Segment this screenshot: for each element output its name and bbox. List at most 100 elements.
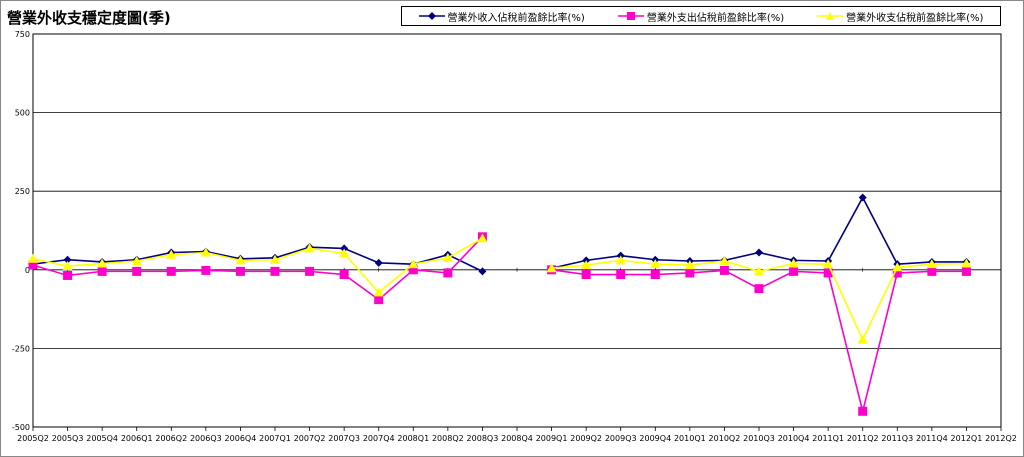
x-tick-label: 2009Q3: [605, 434, 637, 443]
legend-item-expense: 營業外支出佔稅前盈餘比率(%): [617, 9, 785, 24]
y-tick-label: 250: [15, 187, 30, 196]
data-point-square: [719, 265, 729, 275]
series-line-1: [32, 236, 484, 301]
x-tick-label: 2010Q1: [674, 434, 706, 443]
x-tick-label: 2005Q3: [52, 434, 84, 443]
y-tick-label: -250: [12, 344, 30, 353]
data-point-square: [339, 270, 349, 280]
x-tick-label: 2009Q2: [570, 434, 602, 443]
data-point-triangle: [754, 266, 764, 276]
data-point-square: [858, 406, 868, 416]
data-point-square: [685, 268, 695, 278]
data-point-triangle: [408, 259, 419, 269]
x-tick-label: 2011Q4: [916, 434, 948, 443]
data-point-diamond: [374, 258, 383, 267]
data-point-square: [166, 266, 176, 276]
data-point-triangle: [546, 263, 557, 273]
data-point-triangle: [235, 255, 246, 265]
data-point-triangle: [477, 233, 488, 243]
x-tick-label: 2007Q3: [328, 434, 360, 443]
data-point-triangle: [823, 259, 834, 269]
data-point-triangle: [788, 258, 799, 268]
data-point-square: [616, 270, 626, 280]
data-point-triangle: [615, 255, 626, 265]
x-tick-label: 2008Q4: [501, 434, 533, 443]
legend-item-income: 營業外收入佔稅前盈餘比率(%): [418, 9, 585, 24]
data-point-triangle: [857, 334, 868, 344]
x-tick-label: 2010Q4: [778, 434, 810, 443]
data-point-triangle: [131, 255, 142, 265]
x-tick-label: 2008Q1: [397, 434, 429, 443]
data-point-square: [63, 270, 73, 280]
x-tick-label: 2012Q1: [951, 434, 983, 443]
x-tick-label: 2010Q3: [743, 434, 775, 443]
data-point-triangle: [200, 247, 211, 257]
x-tick-label: 2011Q2: [847, 434, 879, 443]
x-tick-label: 2011Q1: [812, 434, 844, 443]
data-point-square: [892, 268, 902, 278]
x-tick-label: 2006Q2: [155, 434, 187, 443]
x-tick-label: 2005Q2: [17, 434, 49, 443]
data-point-square: [132, 266, 142, 276]
data-point-diamond: [63, 255, 72, 264]
data-point-triangle: [166, 249, 177, 259]
data-point-square: [201, 265, 211, 275]
data-point-square: [581, 270, 591, 280]
legend-label-net: 營業外收支佔稅前盈餘比率(%): [846, 12, 984, 24]
plot-area-border: [32, 33, 1002, 428]
legend-swatch-expense: [617, 12, 644, 20]
data-point-triangle: [684, 260, 695, 270]
data-point-square: [789, 266, 799, 276]
data-point-square: [408, 265, 418, 275]
data-point-triangle: [28, 253, 38, 263]
data-point-triangle: [339, 248, 350, 258]
data-point-square: [374, 295, 384, 305]
data-point-square: [443, 268, 453, 278]
data-point-triangle: [304, 243, 315, 253]
data-point-triangle: [270, 254, 280, 264]
data-point-square: [305, 266, 315, 276]
data-point-triangle: [926, 259, 937, 269]
data-point-square: [961, 266, 971, 276]
data-point-diamond: [858, 193, 867, 202]
data-point-square: [28, 260, 38, 270]
x-tick-label: 2007Q1: [259, 434, 291, 443]
data-point-square: [97, 266, 107, 276]
series-line-0: [32, 246, 483, 273]
data-point-diamond: [478, 267, 487, 276]
y-tick-label: -500: [12, 423, 30, 432]
x-tick-label: 2009Q4: [639, 434, 671, 443]
x-tick-label: 2008Q2: [432, 434, 464, 443]
data-point-triangle: [62, 261, 73, 271]
data-point-triangle: [373, 287, 384, 297]
x-tick-label: 2010Q2: [709, 434, 741, 443]
legend-swatch-net: [817, 12, 844, 20]
data-point-triangle: [442, 252, 453, 262]
chart-title: 營業外收支穩定度圖(季): [7, 9, 171, 27]
data-point-square: [235, 266, 245, 276]
chart-legend: 營業外收入佔稅前盈餘比率(%) 營業外支出佔稅前盈餘比率(%) 營業外收支佔稅前…: [401, 6, 1001, 26]
x-tick-label: 2011Q3: [881, 434, 913, 443]
data-point-diamond: [340, 244, 349, 253]
data-point-square: [823, 268, 833, 278]
data-point-triangle: [892, 262, 903, 272]
data-point-triangle: [650, 259, 661, 269]
x-tick-label: 2012Q2: [985, 434, 1017, 443]
y-tick-label: 500: [15, 109, 30, 118]
data-point-triangle: [961, 258, 972, 268]
data-point-diamond: [755, 248, 763, 257]
x-tick-label: 2008Q3: [467, 434, 499, 443]
data-point-triangle: [97, 258, 108, 268]
legend-label-income: 營業外收入佔稅前盈餘比率(%): [447, 12, 585, 24]
legend-label-expense: 營業外支出佔稅前盈餘比率(%): [646, 12, 785, 24]
x-tick-label: 2009Q1: [536, 434, 568, 443]
y-tick-label: 750: [15, 30, 30, 39]
data-point-square: [754, 284, 764, 294]
x-tick-label: 2007Q4: [363, 434, 395, 443]
data-point-square: [927, 266, 937, 276]
data-point-triangle: [719, 255, 730, 265]
data-point-triangle: [581, 260, 592, 270]
x-tick-label: 2006Q4: [225, 434, 257, 443]
data-point-square: [650, 270, 660, 280]
